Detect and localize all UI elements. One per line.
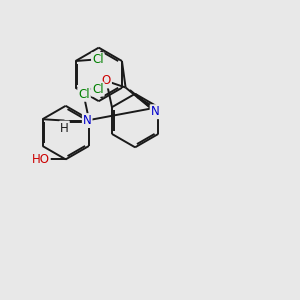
Text: H: H — [60, 122, 69, 135]
Text: HO: HO — [32, 153, 50, 166]
Text: Cl: Cl — [78, 88, 90, 101]
Text: Cl: Cl — [92, 53, 103, 66]
Text: O: O — [102, 74, 111, 88]
Text: N: N — [151, 105, 159, 118]
Text: N: N — [83, 114, 92, 127]
Text: Cl: Cl — [92, 82, 103, 96]
